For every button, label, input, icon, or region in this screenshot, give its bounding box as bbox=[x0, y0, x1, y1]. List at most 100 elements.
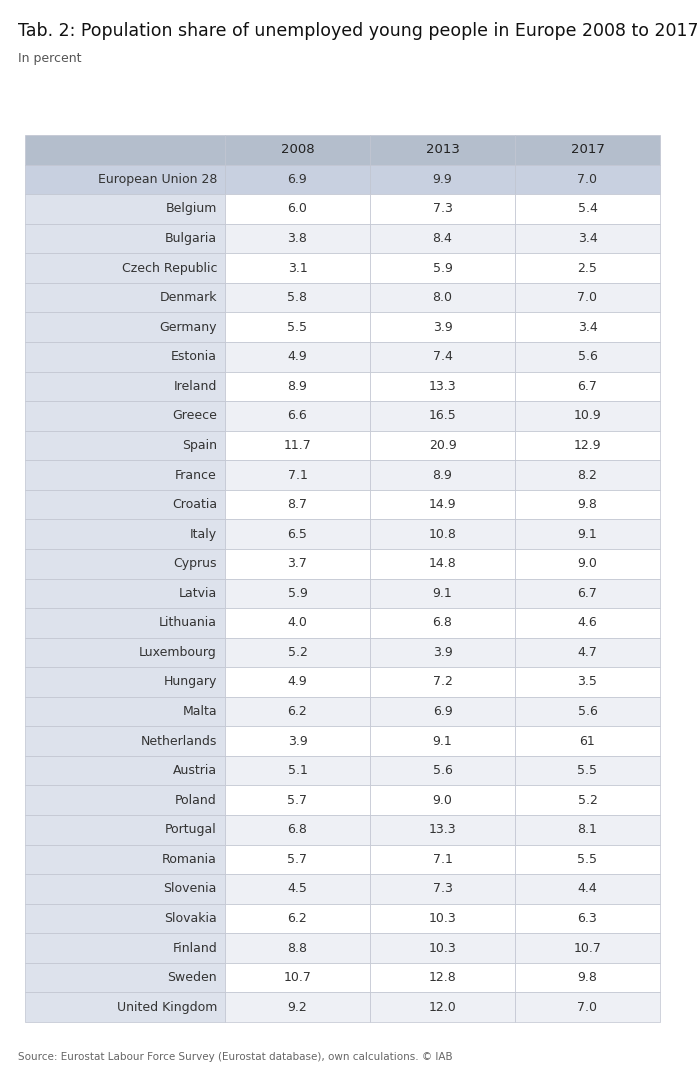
Bar bbox=[515, 875, 660, 904]
Text: 5.7: 5.7 bbox=[288, 853, 307, 866]
Bar bbox=[370, 312, 515, 342]
Bar bbox=[225, 756, 370, 786]
Bar bbox=[370, 962, 515, 993]
Text: 3.9: 3.9 bbox=[288, 735, 307, 748]
Text: Italy: Italy bbox=[190, 527, 217, 540]
Text: 13.3: 13.3 bbox=[428, 824, 456, 837]
Text: Cyprus: Cyprus bbox=[174, 558, 217, 571]
Bar bbox=[225, 578, 370, 608]
Text: 4.9: 4.9 bbox=[288, 676, 307, 689]
Bar bbox=[370, 933, 515, 962]
Text: 5.6: 5.6 bbox=[433, 764, 452, 777]
Text: 6.9: 6.9 bbox=[288, 173, 307, 186]
Bar bbox=[370, 756, 515, 786]
Bar bbox=[25, 371, 225, 401]
Bar bbox=[225, 401, 370, 431]
Text: 6.8: 6.8 bbox=[288, 824, 307, 837]
Bar bbox=[225, 549, 370, 578]
Bar bbox=[370, 697, 515, 726]
Text: United Kingdom: United Kingdom bbox=[117, 1000, 217, 1013]
Text: Malta: Malta bbox=[183, 705, 217, 718]
Text: 5.4: 5.4 bbox=[578, 203, 597, 216]
Bar bbox=[225, 993, 370, 1022]
Bar bbox=[370, 371, 515, 401]
Text: 5.5: 5.5 bbox=[288, 321, 307, 334]
Bar bbox=[225, 904, 370, 933]
Text: 6.2: 6.2 bbox=[288, 912, 307, 926]
Text: 3.9: 3.9 bbox=[433, 646, 452, 659]
Text: 3.5: 3.5 bbox=[578, 676, 597, 689]
Text: 9.0: 9.0 bbox=[433, 794, 452, 807]
Text: France: France bbox=[175, 469, 217, 482]
Text: 8.7: 8.7 bbox=[288, 498, 307, 511]
Text: Germany: Germany bbox=[160, 321, 217, 334]
Text: 8.9: 8.9 bbox=[433, 469, 452, 482]
Text: 12.0: 12.0 bbox=[428, 1000, 456, 1013]
Text: Tab. 2: Population share of unemployed young people in Europe 2008 to 2017: Tab. 2: Population share of unemployed y… bbox=[18, 22, 699, 40]
Bar bbox=[515, 756, 660, 786]
Text: 6.9: 6.9 bbox=[433, 705, 452, 718]
Bar bbox=[515, 312, 660, 342]
Text: Greece: Greece bbox=[172, 409, 217, 422]
Text: 13.3: 13.3 bbox=[428, 380, 456, 393]
Text: European Union 28: European Union 28 bbox=[97, 173, 217, 186]
Text: Lithuania: Lithuania bbox=[159, 616, 217, 629]
Text: 12.9: 12.9 bbox=[574, 439, 601, 452]
Text: 8.0: 8.0 bbox=[433, 291, 452, 304]
Text: Croatia: Croatia bbox=[172, 498, 217, 511]
Text: Slovakia: Slovakia bbox=[164, 912, 217, 926]
Text: 5.2: 5.2 bbox=[578, 794, 597, 807]
Text: 11.7: 11.7 bbox=[284, 439, 312, 452]
Bar bbox=[370, 431, 515, 460]
Bar bbox=[515, 520, 660, 549]
Bar bbox=[225, 726, 370, 756]
Bar bbox=[25, 253, 225, 283]
Text: 7.4: 7.4 bbox=[433, 350, 452, 363]
Text: 5.1: 5.1 bbox=[288, 764, 307, 777]
Bar bbox=[25, 844, 225, 875]
Text: 2008: 2008 bbox=[281, 143, 314, 156]
Bar bbox=[515, 165, 660, 194]
Text: 16.5: 16.5 bbox=[428, 409, 456, 422]
Bar bbox=[225, 283, 370, 312]
Bar bbox=[515, 401, 660, 431]
Text: 2013: 2013 bbox=[426, 143, 459, 156]
Bar bbox=[370, 638, 515, 667]
Bar bbox=[370, 253, 515, 283]
Text: Spain: Spain bbox=[182, 439, 217, 452]
Text: 5.6: 5.6 bbox=[578, 350, 597, 363]
Text: Sweden: Sweden bbox=[167, 971, 217, 984]
Text: Netherlands: Netherlands bbox=[141, 735, 217, 748]
Bar bbox=[25, 549, 225, 578]
Bar bbox=[25, 342, 225, 371]
Bar bbox=[25, 578, 225, 608]
Text: Romania: Romania bbox=[162, 853, 217, 866]
Bar bbox=[25, 460, 225, 489]
Text: 8.9: 8.9 bbox=[288, 380, 307, 393]
Bar bbox=[370, 224, 515, 253]
Text: 14.8: 14.8 bbox=[428, 558, 456, 571]
Bar bbox=[225, 520, 370, 549]
Bar bbox=[25, 194, 225, 224]
Bar bbox=[225, 253, 370, 283]
Bar bbox=[225, 165, 370, 194]
Bar bbox=[25, 904, 225, 933]
Text: 4.5: 4.5 bbox=[288, 882, 307, 895]
Text: Finland: Finland bbox=[172, 942, 217, 955]
Text: Hungary: Hungary bbox=[164, 676, 217, 689]
Text: 10.7: 10.7 bbox=[573, 942, 601, 955]
Text: Estonia: Estonia bbox=[171, 350, 217, 363]
Text: Poland: Poland bbox=[175, 794, 217, 807]
Bar bbox=[25, 697, 225, 726]
Text: Bulgaria: Bulgaria bbox=[165, 232, 217, 245]
Text: 6.7: 6.7 bbox=[578, 587, 597, 600]
Text: 7.3: 7.3 bbox=[433, 203, 452, 216]
Text: 3.4: 3.4 bbox=[578, 232, 597, 245]
Bar bbox=[25, 786, 225, 815]
Bar bbox=[25, 962, 225, 993]
Bar bbox=[370, 993, 515, 1022]
Text: 2017: 2017 bbox=[570, 143, 604, 156]
Bar bbox=[25, 431, 225, 460]
Text: 8.8: 8.8 bbox=[288, 942, 307, 955]
Text: Czech Republic: Czech Republic bbox=[122, 261, 217, 275]
